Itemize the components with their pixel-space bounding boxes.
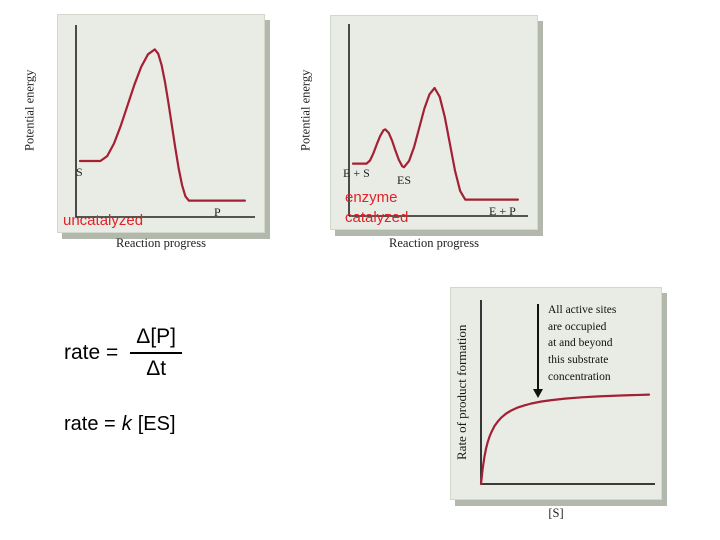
rate-equation-fraction: Δ[P] Δt (130, 325, 182, 381)
fig1-y-axis-label: Potential energy (22, 69, 37, 151)
rate-constant-k: k (121, 413, 132, 435)
catalyzed-energy-plot (348, 24, 528, 217)
saturation-plot (479, 300, 655, 486)
rate-es-equation: rate = k [ES] (64, 413, 176, 436)
saturation-curve-panel: Rate of product formation All active sit… (450, 287, 662, 500)
enzyme-catalyzed-caption-line1: enzyme (345, 189, 398, 206)
uncatalyzed-caption: uncatalyzed (63, 212, 144, 229)
rate-definition-equation: rate = Δ[P] Δt (64, 325, 182, 381)
fig2-x-axis-label: Reaction progress (389, 236, 479, 250)
saturation-arrow-head-icon (533, 389, 543, 398)
rate-equation-lhs: rate = (64, 341, 119, 364)
rate-es-prefix: rate = (64, 413, 116, 435)
fig2-y-axis-label: Potential energy (298, 69, 313, 151)
point-label-enzyme-product: E + P (489, 204, 516, 218)
saturation-arrow-line (537, 304, 539, 390)
enzyme-catalyzed-caption-line2: catalyzed (345, 209, 409, 227)
annotation-line-2: are occupied (548, 320, 607, 333)
point-label-enzyme-substrate: E + S (343, 166, 370, 180)
saturation-annotation: All active sites are occupied at and bey… (548, 302, 656, 385)
catalyzed-energy-curve (351, 86, 519, 201)
catalyzed-energy-panel: E + S ES E + P enzyme catalyzed (330, 15, 538, 230)
rate-es-suffix: [ES] (137, 413, 176, 435)
rate-equation-numerator: Δ[P] (130, 325, 182, 354)
annotation-line-5: concentration (548, 370, 611, 383)
saturation-curve (479, 393, 651, 486)
enzyme-catalyzed-caption: enzyme catalyzed (345, 188, 408, 229)
annotation-line-3: at and beyond (548, 337, 613, 350)
uncatalyzed-energy-curve (78, 48, 246, 202)
fig3-y-axis-label: Rate of product formation (454, 324, 469, 460)
annotation-line-4: this substrate (548, 354, 609, 367)
fig3-x-axis-label: [S] (548, 506, 564, 520)
uncatalyzed-energy-plot (75, 25, 255, 218)
annotation-line-1: All active sites (548, 304, 617, 316)
rate-equation-denominator: Δt (146, 357, 167, 380)
point-label-product: P (214, 205, 221, 219)
point-label-es-complex: ES (397, 173, 412, 187)
uncatalyzed-energy-panel: S P uncatalyzed (57, 14, 265, 233)
fig1-x-axis-label: Reaction progress (116, 236, 206, 250)
point-label-substrate: S (76, 165, 83, 179)
